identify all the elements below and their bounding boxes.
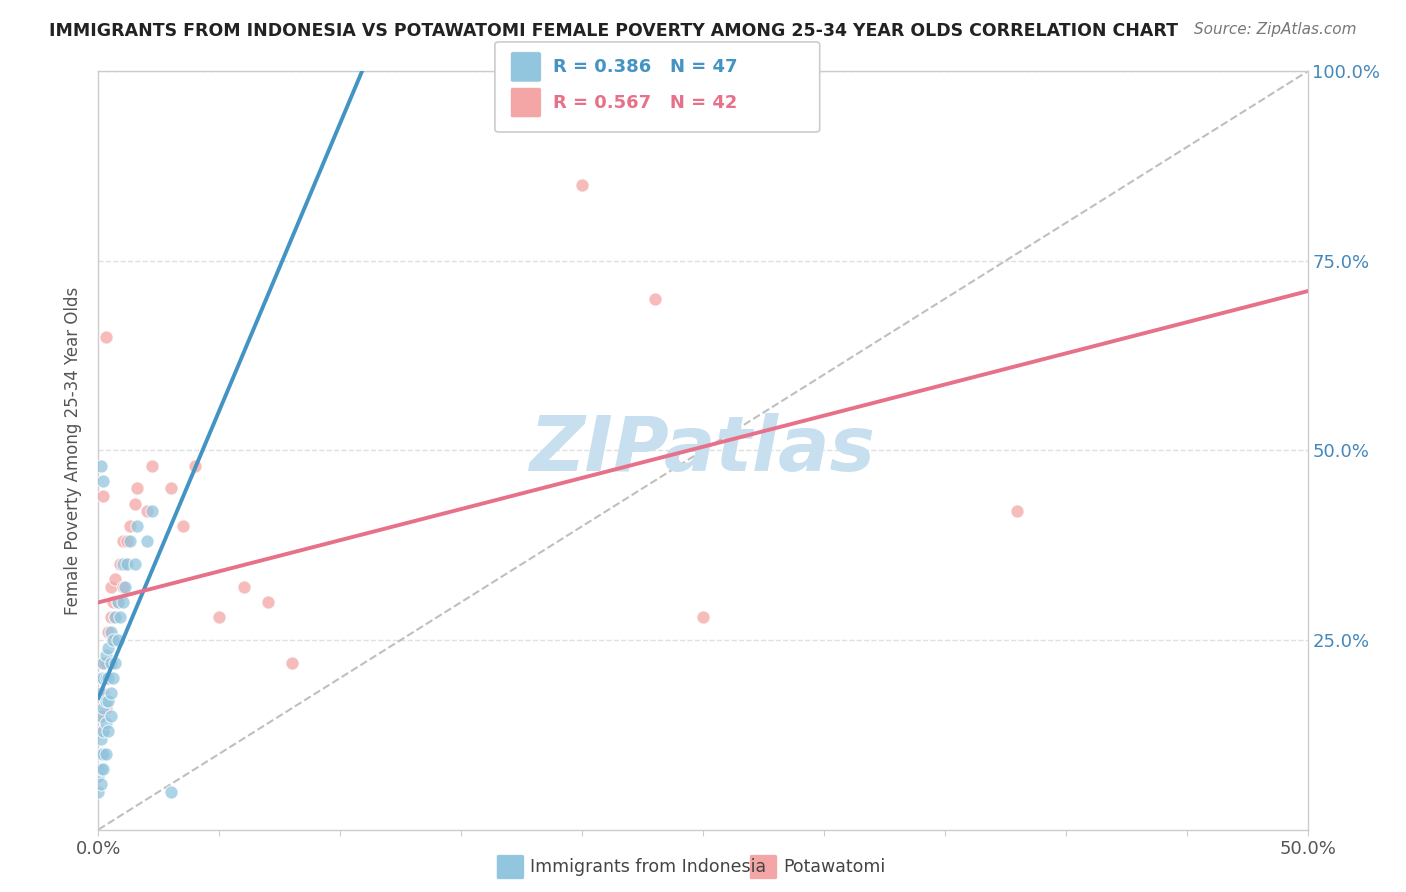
Point	[90, 458, 112, 473]
Point	[94, 656, 117, 670]
Point	[281, 656, 304, 670]
Y-axis label: Female Poverty Among 25-34 Year Olds: Female Poverty Among 25-34 Year Olds	[65, 286, 83, 615]
Point	[571, 178, 593, 193]
Point	[87, 762, 110, 776]
Point	[90, 671, 112, 685]
Point	[90, 747, 112, 761]
Point	[90, 708, 112, 723]
Point	[87, 769, 110, 784]
Point	[100, 656, 122, 670]
Point	[111, 595, 134, 609]
Point	[100, 656, 122, 670]
Point	[104, 610, 127, 624]
Point	[90, 762, 112, 776]
Point	[90, 708, 112, 723]
Point	[107, 633, 129, 648]
Point	[104, 573, 127, 587]
Point	[100, 625, 122, 640]
Text: Source: ZipAtlas.com: Source: ZipAtlas.com	[1194, 22, 1357, 37]
Point	[90, 747, 112, 761]
Point	[91, 724, 114, 739]
Point	[90, 731, 112, 746]
Point	[100, 708, 122, 723]
Point	[94, 716, 117, 731]
Point	[91, 701, 114, 715]
Point	[107, 595, 129, 609]
Point	[97, 671, 120, 685]
Point	[101, 595, 124, 609]
Point	[208, 610, 231, 624]
Point	[114, 580, 136, 594]
Point	[127, 482, 149, 496]
Point	[111, 534, 134, 549]
Point	[101, 633, 124, 648]
Point	[97, 694, 120, 708]
Point	[91, 762, 114, 776]
Point	[232, 580, 254, 594]
Point	[101, 633, 124, 648]
Point	[118, 534, 141, 549]
Point	[111, 557, 134, 572]
Text: R = 0.386   N = 47: R = 0.386 N = 47	[553, 58, 737, 76]
Text: R = 0.567   N = 42: R = 0.567 N = 42	[553, 94, 737, 112]
Point	[94, 330, 117, 344]
Point	[91, 747, 114, 761]
Point	[100, 610, 122, 624]
Point	[91, 489, 114, 503]
Point	[135, 534, 157, 549]
Point	[127, 519, 149, 533]
Point	[101, 671, 124, 685]
Point	[91, 724, 114, 739]
Point	[184, 458, 207, 473]
Text: ZIPatlas: ZIPatlas	[530, 414, 876, 487]
Point	[100, 686, 122, 700]
Point	[117, 557, 139, 572]
Point	[160, 482, 183, 496]
Point	[107, 595, 129, 609]
Point	[91, 686, 114, 700]
Point	[91, 671, 114, 685]
Point	[111, 580, 134, 594]
Point	[1007, 504, 1029, 518]
Point	[104, 656, 127, 670]
Point	[90, 671, 112, 685]
Point	[172, 519, 194, 533]
Point	[91, 656, 114, 670]
Point	[141, 504, 163, 518]
Point	[108, 557, 131, 572]
Point	[108, 610, 131, 624]
Point	[97, 625, 120, 640]
Point	[94, 671, 117, 685]
Point	[97, 671, 120, 685]
Text: Potawatomi: Potawatomi	[783, 858, 886, 876]
Point	[160, 785, 183, 799]
Point	[141, 458, 163, 473]
Point	[124, 496, 146, 510]
Point	[87, 785, 110, 799]
Point	[94, 747, 117, 761]
Point	[118, 519, 141, 533]
Point	[97, 724, 120, 739]
Point	[90, 777, 112, 791]
Point	[135, 504, 157, 518]
Point	[117, 534, 139, 549]
Text: Immigrants from Indonesia: Immigrants from Indonesia	[530, 858, 766, 876]
Point	[90, 686, 112, 700]
Point	[94, 648, 117, 662]
Point	[97, 640, 120, 655]
Point	[124, 557, 146, 572]
Point	[94, 694, 117, 708]
Point	[91, 656, 114, 670]
Point	[692, 610, 714, 624]
Text: IMMIGRANTS FROM INDONESIA VS POTAWATOMI FEMALE POVERTY AMONG 25-34 YEAR OLDS COR: IMMIGRANTS FROM INDONESIA VS POTAWATOMI …	[49, 22, 1178, 40]
Point	[644, 292, 666, 306]
Point	[100, 580, 122, 594]
Point	[114, 557, 136, 572]
Point	[94, 701, 117, 715]
Point	[104, 610, 127, 624]
Point	[256, 595, 278, 609]
Point	[91, 474, 114, 488]
